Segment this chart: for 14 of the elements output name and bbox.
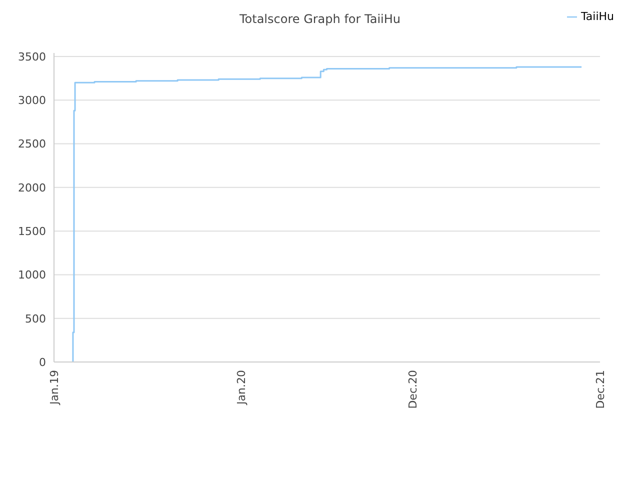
x-tick-label: Jan.20 — [234, 370, 248, 406]
y-tick-label: 2000 — [18, 181, 46, 194]
y-tick-label: 3000 — [18, 94, 46, 108]
y-tick-label: 500 — [25, 312, 46, 326]
chart-title: Totalscore Graph for TaiiHu — [239, 12, 400, 26]
y-tick-label: 3500 — [18, 50, 46, 64]
x-tick-label: Jan.19 — [48, 370, 61, 406]
legend-label: TaiiHu — [581, 10, 614, 23]
y-tick-label: 1000 — [18, 268, 46, 282]
x-tick-label: Dec.20 — [406, 370, 420, 409]
x-tick-label: Dec.21 — [594, 370, 607, 409]
y-tick-label: 0 — [39, 356, 46, 369]
y-tick-label: 2500 — [18, 138, 46, 151]
y-tick-label: 1500 — [18, 224, 46, 238]
